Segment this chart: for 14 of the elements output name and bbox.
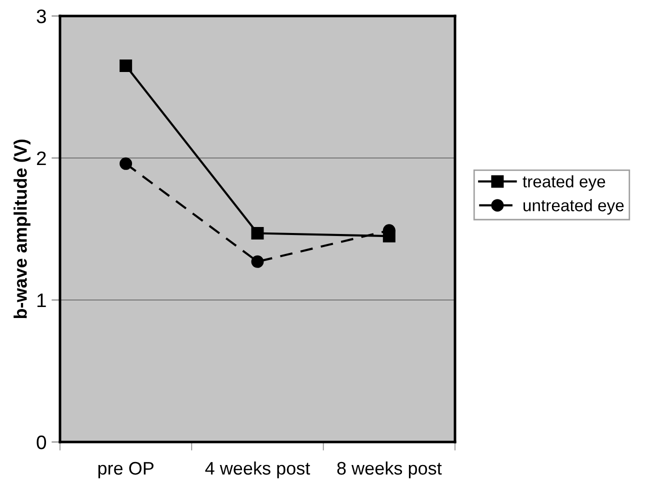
y-axis-title: b-wave amplitude (V) <box>14 140 30 318</box>
x-tick-label: pre OP <box>98 462 154 478</box>
point <box>120 59 132 72</box>
x-tick-label: 8 weeks post <box>337 461 442 478</box>
y-tick-label: 1 <box>37 294 46 308</box>
legend-label: treated eye <box>522 175 606 191</box>
point <box>251 255 264 268</box>
y-tick-label: 0 <box>36 435 46 450</box>
point <box>120 157 132 170</box>
y-tick-label: 2 <box>36 151 46 166</box>
point <box>251 227 264 240</box>
legend-label: untreated eye <box>524 199 624 215</box>
x-tick-label: 4 weeks post <box>205 461 310 478</box>
y-tick-label: 3 <box>36 9 46 24</box>
